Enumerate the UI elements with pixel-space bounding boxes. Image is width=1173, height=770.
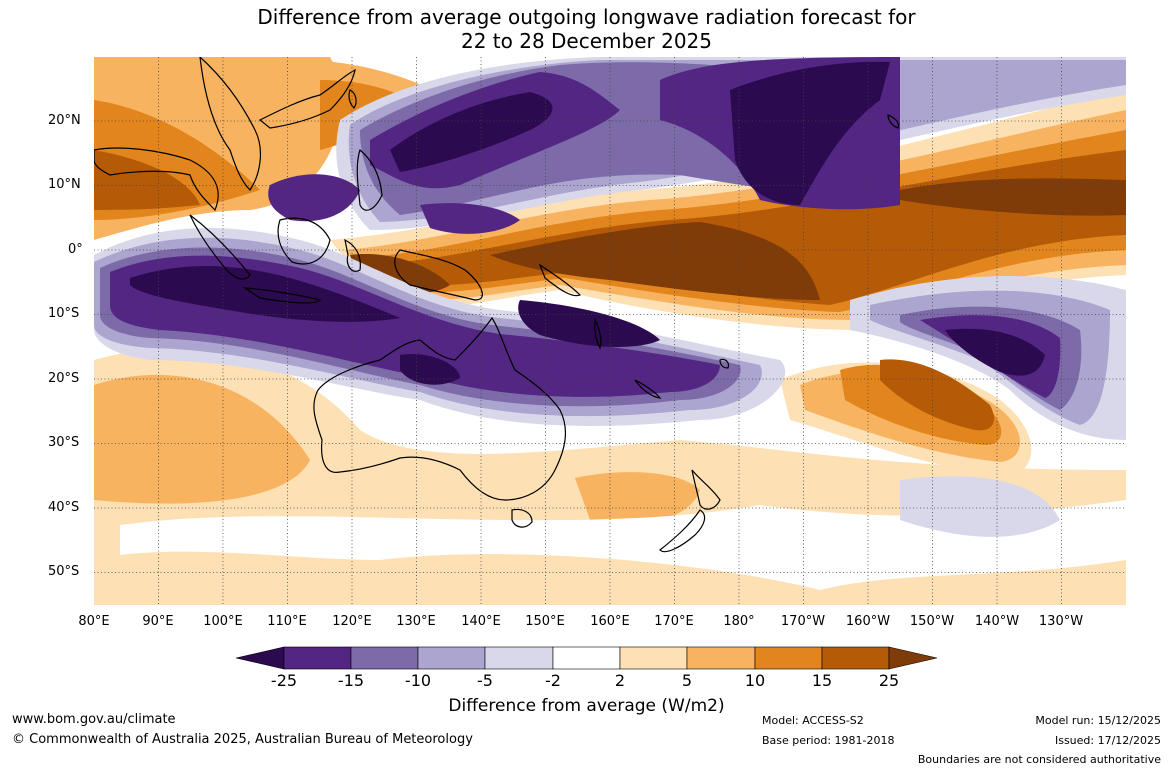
- band-epac-ltneg25: [945, 328, 1045, 376]
- australia-coast: [313, 316, 566, 501]
- new-guinea-coast: [394, 249, 483, 301]
- java-coast: [242, 287, 322, 304]
- vanuatu-coast: [594, 317, 602, 350]
- new-zealand-north: [691, 469, 721, 510]
- lon-label-170e: 170°E: [654, 614, 694, 629]
- colorbar-tick-neg5: -5: [477, 671, 493, 690]
- lon-label-130e: 130°E: [396, 614, 436, 629]
- lat-label-40s: 40°S: [48, 500, 80, 515]
- lat-label-10n: 10°N: [48, 177, 81, 192]
- colorbar-swatch-neg25-neg15: [283, 646, 352, 670]
- lon-label-160w: 160°W: [845, 614, 891, 629]
- colorbar-title: Difference from average (W/m2): [448, 696, 725, 716]
- colorbar: [235, 646, 938, 670]
- lon-label-150e: 150°E: [525, 614, 565, 629]
- band-south-p5-10: [94, 374, 310, 504]
- band-eq-gt25: [490, 222, 820, 300]
- map-title-line-2: 22 to 28 December 2025: [460, 29, 712, 53]
- lon-label-180: 180°: [723, 614, 755, 629]
- lon-label-110e: 110°E: [267, 614, 307, 629]
- colorbar-tick-25: 25: [878, 671, 900, 690]
- boundaries-disclaimer: Boundaries are not considered authoritat…: [917, 753, 1161, 766]
- issued-date: Issued: 17/12/2025: [1054, 734, 1161, 747]
- colorbar-swatch-2-5: [619, 646, 688, 670]
- band-tasman-p5-10: [575, 472, 700, 524]
- graticule: [94, 57, 1126, 605]
- band-south-white: [120, 500, 1126, 590]
- lat-label-20s: 20°S: [48, 371, 80, 386]
- lon-label-100e: 100°E: [203, 614, 243, 629]
- band-north-p15-25: [94, 150, 200, 210]
- fiji-coast: [719, 358, 730, 369]
- colorbar-swatch-5-10: [686, 646, 756, 670]
- lon-label-120e: 120°E: [332, 614, 372, 629]
- colorbar-swatch-15-25: [821, 646, 890, 670]
- lat-label-0: 0°: [68, 242, 83, 257]
- map-title-line-1: Difference from average outgoing longwav…: [257, 5, 916, 29]
- band-ltneg25-a: [130, 266, 400, 322]
- solomon-coast: [538, 263, 582, 297]
- lon-label-90e: 90°E: [142, 614, 174, 629]
- colorbar-tick-neg25: -25: [270, 671, 298, 690]
- taiwan-coast: [348, 89, 357, 109]
- hawaii-coast: [887, 114, 900, 129]
- band-nneg-mid: [420, 203, 520, 234]
- colorbar-tick-neg15: -15: [337, 671, 365, 690]
- lat-label-30s: 30°S: [48, 435, 80, 450]
- colorbar-swatch-neg10-neg5: [417, 646, 486, 670]
- band-ltneg25-c: [400, 354, 460, 385]
- anomaly-field: [94, 57, 1126, 605]
- lon-label-150w: 150°W: [909, 614, 955, 629]
- model-run-date: Model run: 15/12/2025: [1035, 714, 1161, 727]
- sulawesi-coast: [344, 238, 361, 272]
- tasmania-coast: [511, 508, 533, 528]
- asia-coast: [199, 57, 261, 191]
- lat-label-50s: 50°S: [48, 564, 80, 579]
- colorbar-swatch-10-15: [754, 646, 823, 670]
- copyright-text: © Commonwealth of Australia 2025, Austra…: [12, 732, 473, 747]
- lat-label-20n: 20°N: [48, 113, 81, 128]
- colorbar-swatch-neg5-neg2: [484, 646, 554, 670]
- band-nltneg25-b: [730, 61, 890, 205]
- band-nneg-sea: [268, 174, 360, 222]
- philippines-coast: [356, 148, 383, 211]
- colorbar-tick-neg10: -10: [404, 671, 432, 690]
- colorbar-swatch-neg15-neg10: [350, 646, 419, 670]
- band-eq-gt25-east: [900, 178, 1126, 216]
- colorbar-extend-high: [888, 646, 938, 670]
- sumatra-coast: [189, 214, 251, 280]
- colorbar-tick-5: 5: [681, 671, 693, 690]
- lon-label-130w: 130°W: [1038, 614, 1084, 629]
- colorbar-tick-10: 10: [744, 671, 766, 690]
- new-caledonia-coast: [634, 379, 662, 399]
- lon-label-80e: 80°E: [78, 614, 110, 629]
- website-link[interactable]: www.bom.gov.au/climate: [12, 712, 176, 727]
- band-south-neg5: [900, 476, 1060, 537]
- colorbar-tick-15: 15: [811, 671, 833, 690]
- colorbar-tick-2: 2: [614, 671, 626, 690]
- borneo-coast: [277, 217, 331, 265]
- base-period: Base period: 1981-2018: [762, 734, 895, 747]
- colorbar-extend-low: [235, 646, 285, 670]
- band-spcz-p15-25: [880, 359, 995, 431]
- band-nltneg25: [390, 92, 553, 172]
- lon-label-140w: 140°W: [974, 614, 1020, 629]
- lon-label-170w: 170°W: [780, 614, 826, 629]
- colorbar-swatch-neg2-2: [552, 646, 621, 670]
- lat-label-10s: 10°S: [48, 306, 80, 321]
- indochina-coast: [94, 147, 219, 212]
- lon-label-160e: 160°E: [590, 614, 630, 629]
- coastlines: [94, 57, 900, 553]
- model-name: Model: ACCESS-S2: [762, 714, 864, 727]
- band-ltneg25-b: [518, 300, 660, 347]
- lon-label-140e: 140°E: [461, 614, 501, 629]
- asia-east-coast: [258, 68, 356, 129]
- colorbar-tick-neg2: -2: [545, 671, 561, 690]
- new-zealand-south: [659, 509, 706, 553]
